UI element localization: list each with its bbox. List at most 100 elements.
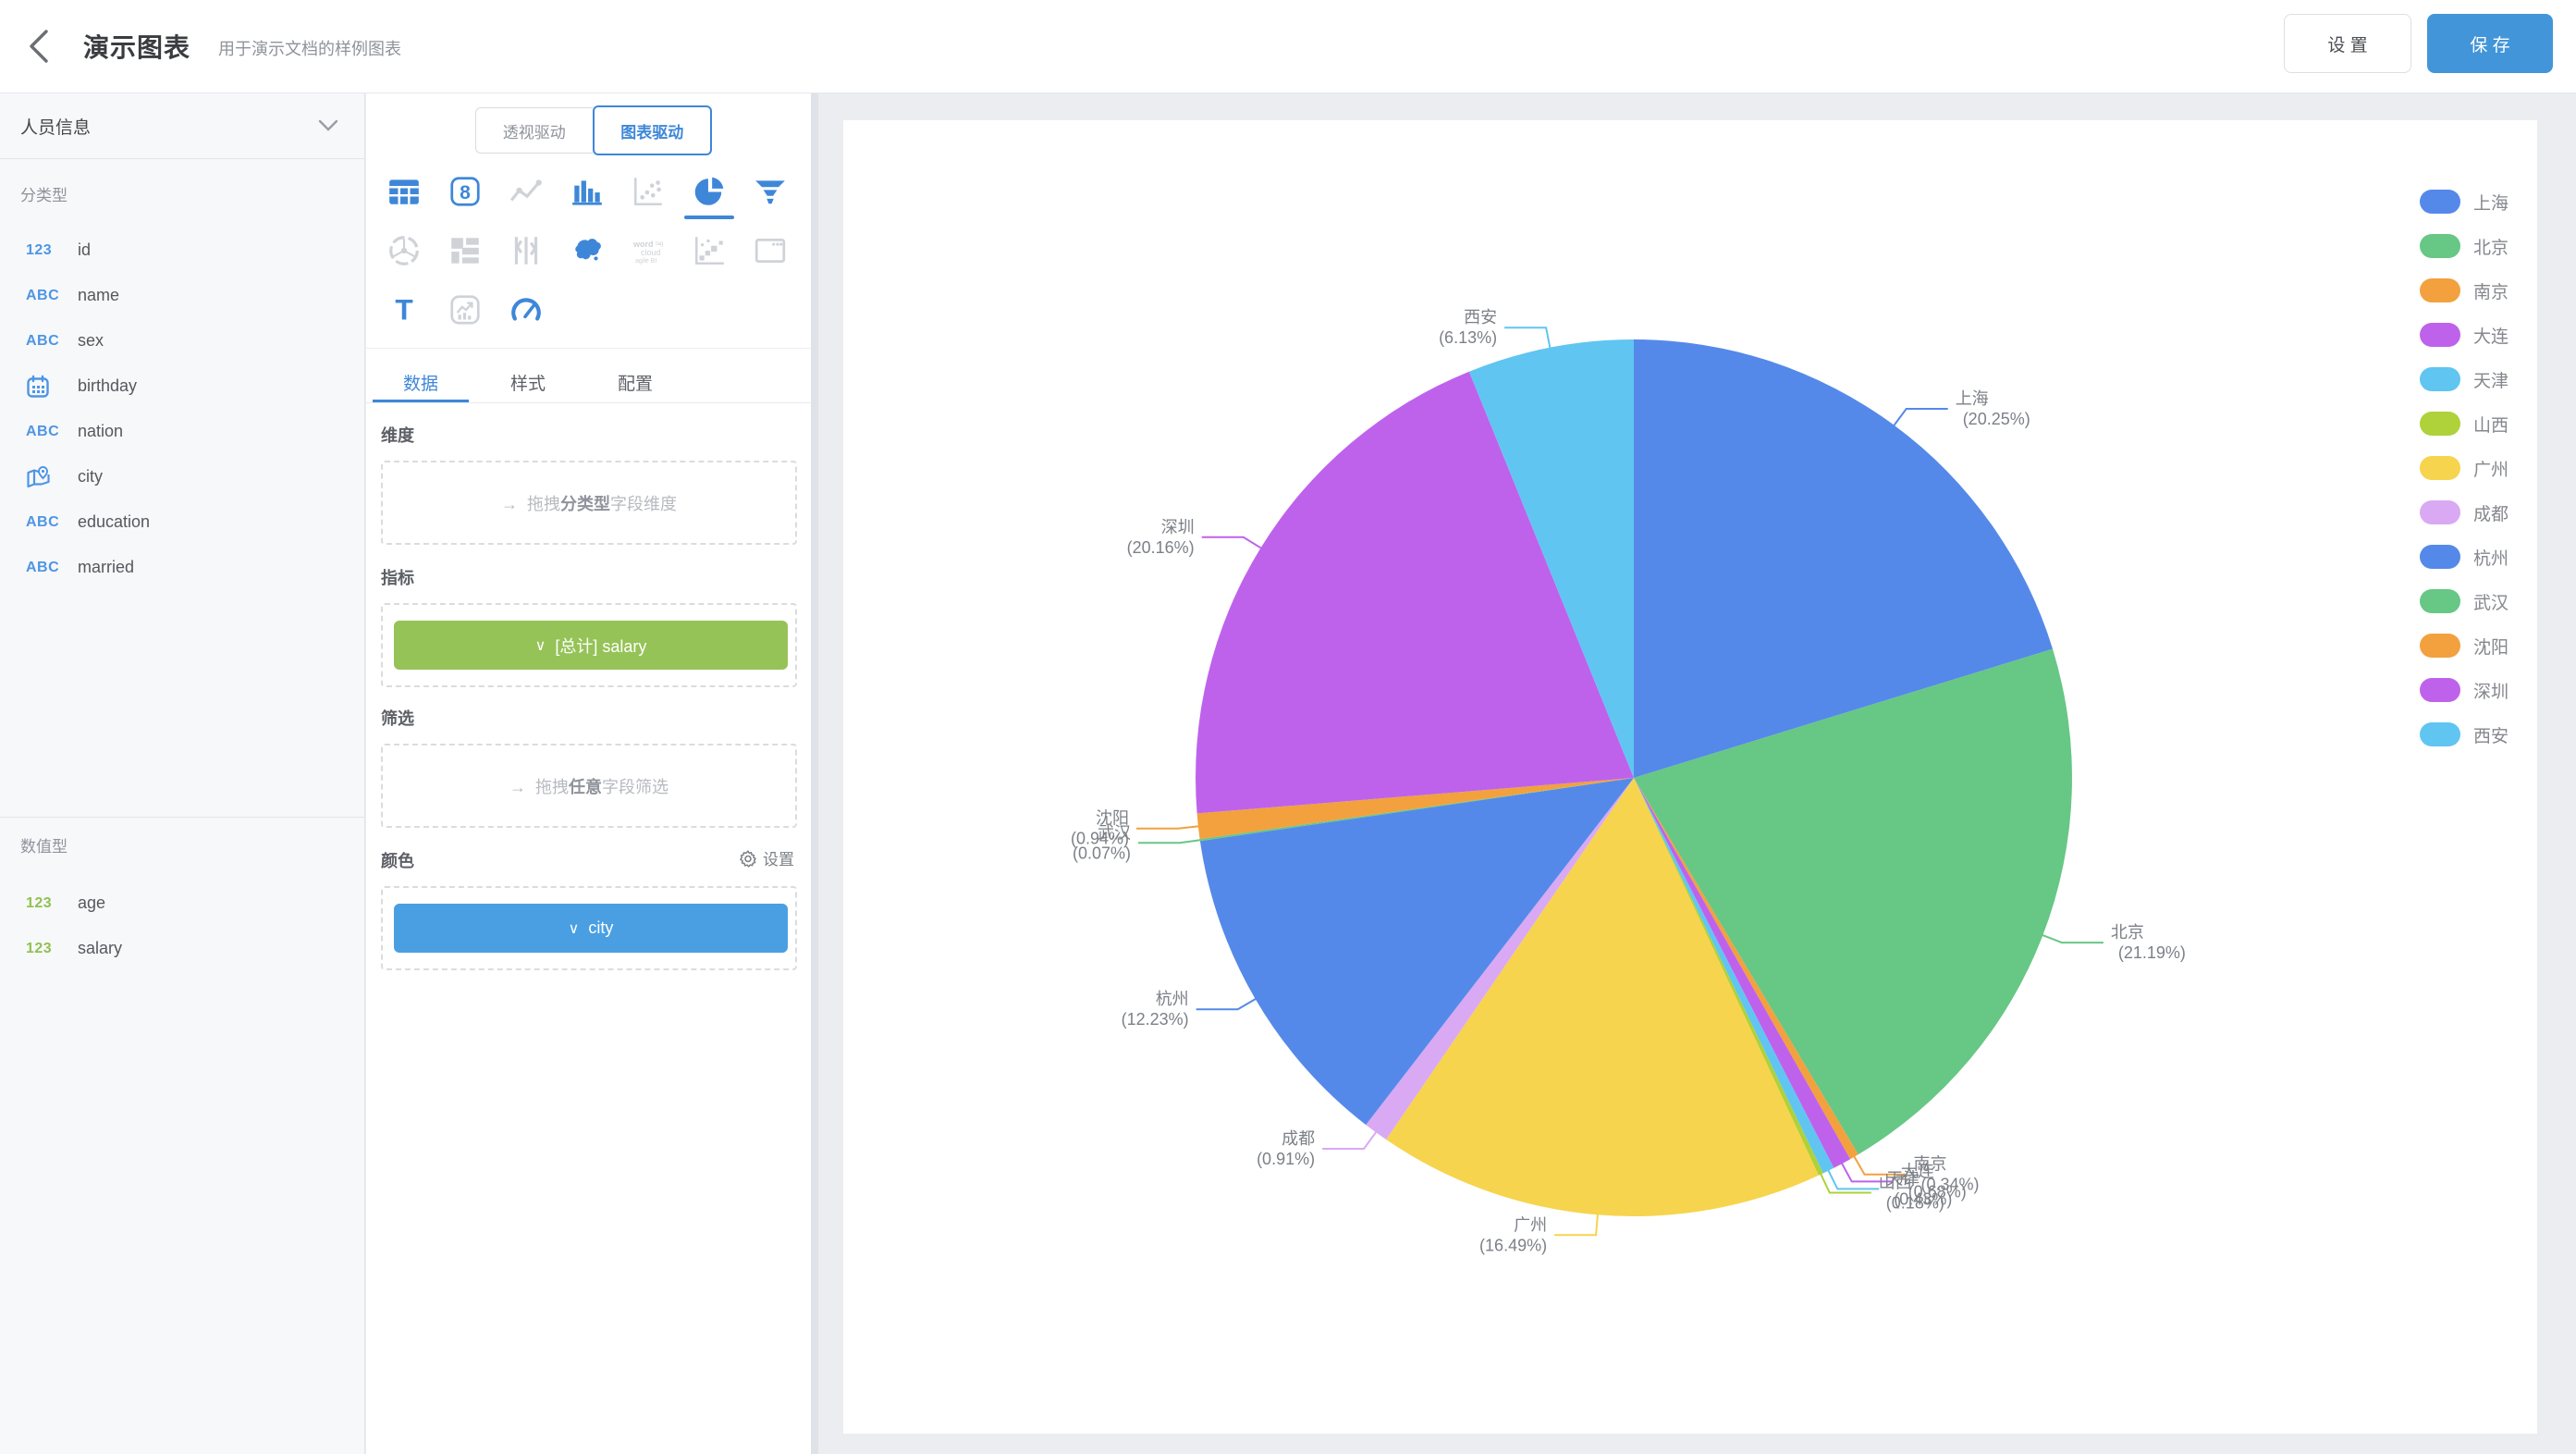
pie-slice-沈阳[interactable] (1196, 778, 1634, 840)
legend-swatch (2420, 589, 2460, 613)
page-title: 演示图表 (83, 33, 191, 62)
tab-config[interactable]: 配置 (617, 375, 653, 394)
tab-data[interactable]: 数据 (373, 362, 469, 403)
line-chart-icon[interactable] (496, 162, 557, 221)
legend-item-广州[interactable]: 广州 (2420, 456, 2509, 480)
legend-swatch (2420, 634, 2460, 658)
pie-slice-杭州[interactable] (1199, 778, 1634, 1126)
metric-pill-salary[interactable]: ∨ [总计] salary (394, 621, 788, 670)
pie-label-leader (1853, 1155, 1907, 1176)
pie-label-name: 上海 (1956, 389, 1989, 408)
text-widget-icon[interactable]: T (374, 280, 435, 339)
field-row-age[interactable]: 123 age (0, 881, 364, 926)
color-dropzone[interactable] (381, 886, 797, 970)
filter-dropzone[interactable]: → 拖拽任意字段筛选 (381, 744, 797, 828)
field-label: sex (78, 331, 104, 350)
field-row-city[interactable]: city (0, 454, 364, 499)
legend-item-天津[interactable]: 天津 (2420, 367, 2509, 391)
chevron-down-icon: ∨ (534, 637, 546, 654)
legend-item-山西[interactable]: 山西 (2420, 412, 2509, 436)
panel-resize-handle[interactable] (811, 93, 818, 1454)
legend-item-深圳[interactable]: 深圳 (2420, 678, 2509, 702)
legend-item-西安[interactable]: 西安 (2420, 722, 2509, 746)
bar-chart-icon[interactable] (557, 162, 618, 221)
pie-slice-成都[interactable] (1366, 778, 1634, 1140)
legend-swatch (2420, 500, 2460, 524)
legend-item-南京[interactable]: 南京 (2420, 278, 2509, 302)
pie-label-leader (1201, 536, 1262, 549)
field-label: salary (78, 939, 123, 957)
mode-pivot-driven[interactable]: 透视驱动 (475, 107, 593, 154)
back-icon[interactable] (22, 26, 59, 67)
tab-style[interactable]: 样式 (509, 375, 546, 394)
legend-item-成都[interactable]: 成都 (2420, 500, 2509, 524)
legend-item-沈阳[interactable]: 沈阳 (2420, 634, 2509, 658)
legend-label: 武汉 (2473, 593, 2509, 613)
panel-tabbar: 数据 样式 配置 (373, 362, 803, 403)
field-row-id[interactable]: 123 id (0, 228, 364, 273)
settings-button[interactable]: 设 置 (2284, 14, 2411, 73)
numeric-type-icon: 123 (26, 894, 53, 911)
pie-label-name: 西安 (1464, 308, 1497, 327)
svg-text:word: word (632, 240, 654, 249)
word-cloud-icon[interactable]: word tag cloud agile BI (618, 221, 679, 280)
pie-label-leader (1840, 1162, 1894, 1183)
table-icon[interactable] (374, 162, 435, 221)
pie-slice-北京[interactable] (1634, 648, 2072, 1155)
color-settings-button[interactable]: 设置 (739, 846, 794, 869)
field-row-nation[interactable]: ABC nation (0, 409, 364, 454)
radar-chart-icon[interactable] (374, 221, 435, 280)
pie-label-name: 深圳 (1161, 518, 1195, 536)
pie-slice-西安[interactable] (1468, 339, 1634, 778)
pie-label-name: 山西 (1879, 1174, 1912, 1192)
pie-label-name: 武汉 (1098, 823, 1131, 842)
metric-pill-label: [总计] salary (555, 636, 647, 656)
pie-slice-山西[interactable] (1634, 778, 1823, 1176)
legend-item-北京[interactable]: 北京 (2420, 234, 2509, 258)
pie-slice-武汉[interactable] (1199, 778, 1634, 842)
kpi-card-icon[interactable]: 8 (435, 162, 496, 221)
section-categorical-label: 分类型 (20, 187, 67, 204)
pie-slice-天津[interactable] (1634, 778, 1834, 1174)
legend-item-杭州[interactable]: 杭州 (2420, 545, 2509, 569)
scatter-chart-icon[interactable] (618, 162, 679, 221)
pie-label-name: 南京 (1914, 1155, 1947, 1174)
field-row-education[interactable]: ABC education (0, 499, 364, 545)
funnel-chart-icon[interactable] (740, 162, 801, 221)
pie-slice-上海[interactable] (1634, 339, 2053, 778)
candlestick-chart-icon[interactable] (496, 221, 557, 280)
dimension-label: 维度 (381, 426, 414, 445)
quota-card-icon[interactable] (435, 280, 496, 339)
save-button[interactable]: 保 存 (2427, 14, 2553, 73)
legend-item-武汉[interactable]: 武汉 (2420, 589, 2509, 613)
legend-swatch (2420, 190, 2460, 214)
pie-slice-深圳[interactable] (1196, 371, 1634, 814)
pie-chart-icon[interactable] (679, 162, 740, 221)
pie-slice-大连[interactable] (1634, 778, 1851, 1168)
dataset-selector[interactable]: 人员信息 (0, 93, 364, 159)
page-subtitle: 用于演示文档的样例图表 (218, 40, 402, 58)
legend-label: 天津 (2473, 371, 2509, 391)
gauge-chart-icon[interactable] (496, 280, 557, 339)
waterfall-chart-icon[interactable] (679, 221, 740, 280)
field-row-married[interactable]: ABC married (0, 545, 364, 590)
legend-item-大连[interactable]: 大连 (2420, 323, 2509, 347)
iframe-window-icon[interactable] (740, 221, 801, 280)
china-map-icon[interactable] (557, 221, 618, 280)
dimension-dropzone[interactable]: → 拖拽分类型字段维度 (381, 461, 797, 545)
metric-dropzone[interactable] (381, 603, 797, 687)
color-pill-city[interactable]: ∨ city (394, 904, 788, 953)
mosaic-chart-icon[interactable] (435, 221, 496, 280)
legend-item-上海[interactable]: 上海 (2420, 190, 2509, 214)
field-row-salary[interactable]: 123 salary (0, 926, 364, 971)
mode-chart-driven[interactable]: 图表驱动 (592, 105, 712, 155)
pie-label-name: 成都 (1282, 1129, 1315, 1148)
field-row-sex[interactable]: ABC sex (0, 318, 364, 364)
pie-slice-南京[interactable] (1634, 778, 1858, 1160)
field-row-name[interactable]: ABC name (0, 273, 364, 318)
field-row-birthday[interactable]: birthday (0, 364, 364, 409)
chart-card: 上海 (20.25%) 北京 (21.19%) 南京 (0.34%) 大连 (0.68%) 天津… (843, 120, 2537, 1434)
pie-label-leader (1136, 825, 1200, 830)
pie-slice-广州[interactable] (1386, 778, 1819, 1216)
pie-label-name: 天津 (1886, 1169, 1920, 1188)
